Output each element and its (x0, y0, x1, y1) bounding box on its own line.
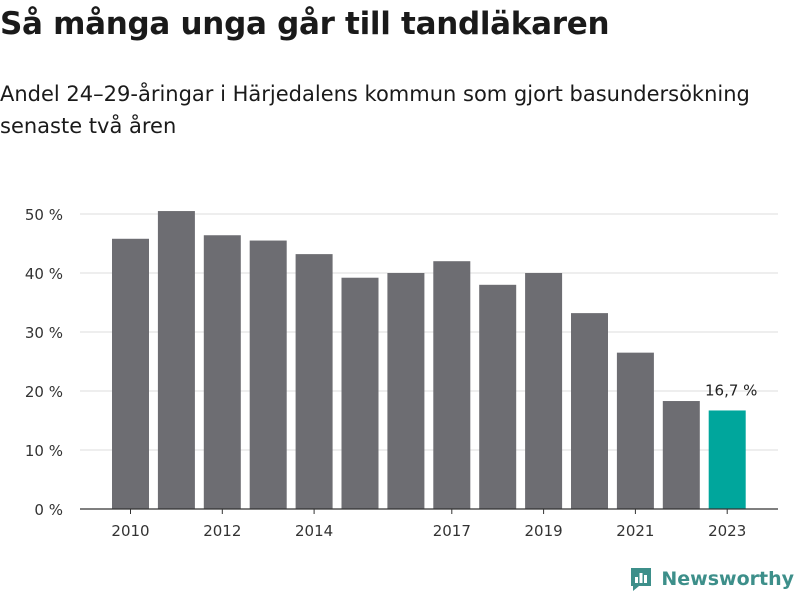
bar (662, 401, 700, 509)
brand-logo: Newsworthy (629, 566, 794, 592)
x-tick-label: 2019 (525, 522, 563, 540)
chart-subtitle: Andel 24–29-åringar i Härjedalens kommun… (0, 82, 750, 138)
newsworthy-logo-icon (631, 568, 652, 591)
bar (433, 261, 471, 509)
y-tick-label: 10 % (25, 442, 63, 460)
x-tick-label: 2014 (295, 522, 333, 540)
bar (571, 313, 608, 509)
bar (525, 273, 563, 509)
bar-highlight (708, 410, 746, 509)
y-tick-label: 50 % (25, 206, 63, 224)
bar (157, 211, 195, 510)
bar (203, 235, 241, 510)
y-tick-label: 40 % (25, 265, 63, 283)
brand-name: Newsworthy (661, 568, 794, 590)
bar (616, 352, 654, 509)
bar (249, 240, 287, 510)
x-tick-label: 2017 (433, 522, 471, 540)
bar (387, 273, 425, 509)
y-tick-label: 30 % (25, 324, 63, 342)
bar (479, 284, 517, 509)
data-label: 16,7 % (705, 381, 757, 399)
x-tick-label: 2023 (708, 522, 746, 540)
bar (295, 254, 333, 509)
chart-title: Så många unga går till tandläkaren (0, 6, 610, 42)
bar (112, 238, 149, 509)
x-tick-label: 2010 (111, 522, 149, 540)
bar (341, 277, 379, 509)
y-tick-label: 0 % (34, 501, 63, 519)
x-tick-label: 2012 (203, 522, 241, 540)
x-tick-label: 2021 (616, 522, 654, 540)
y-tick-label: 20 % (25, 383, 63, 401)
